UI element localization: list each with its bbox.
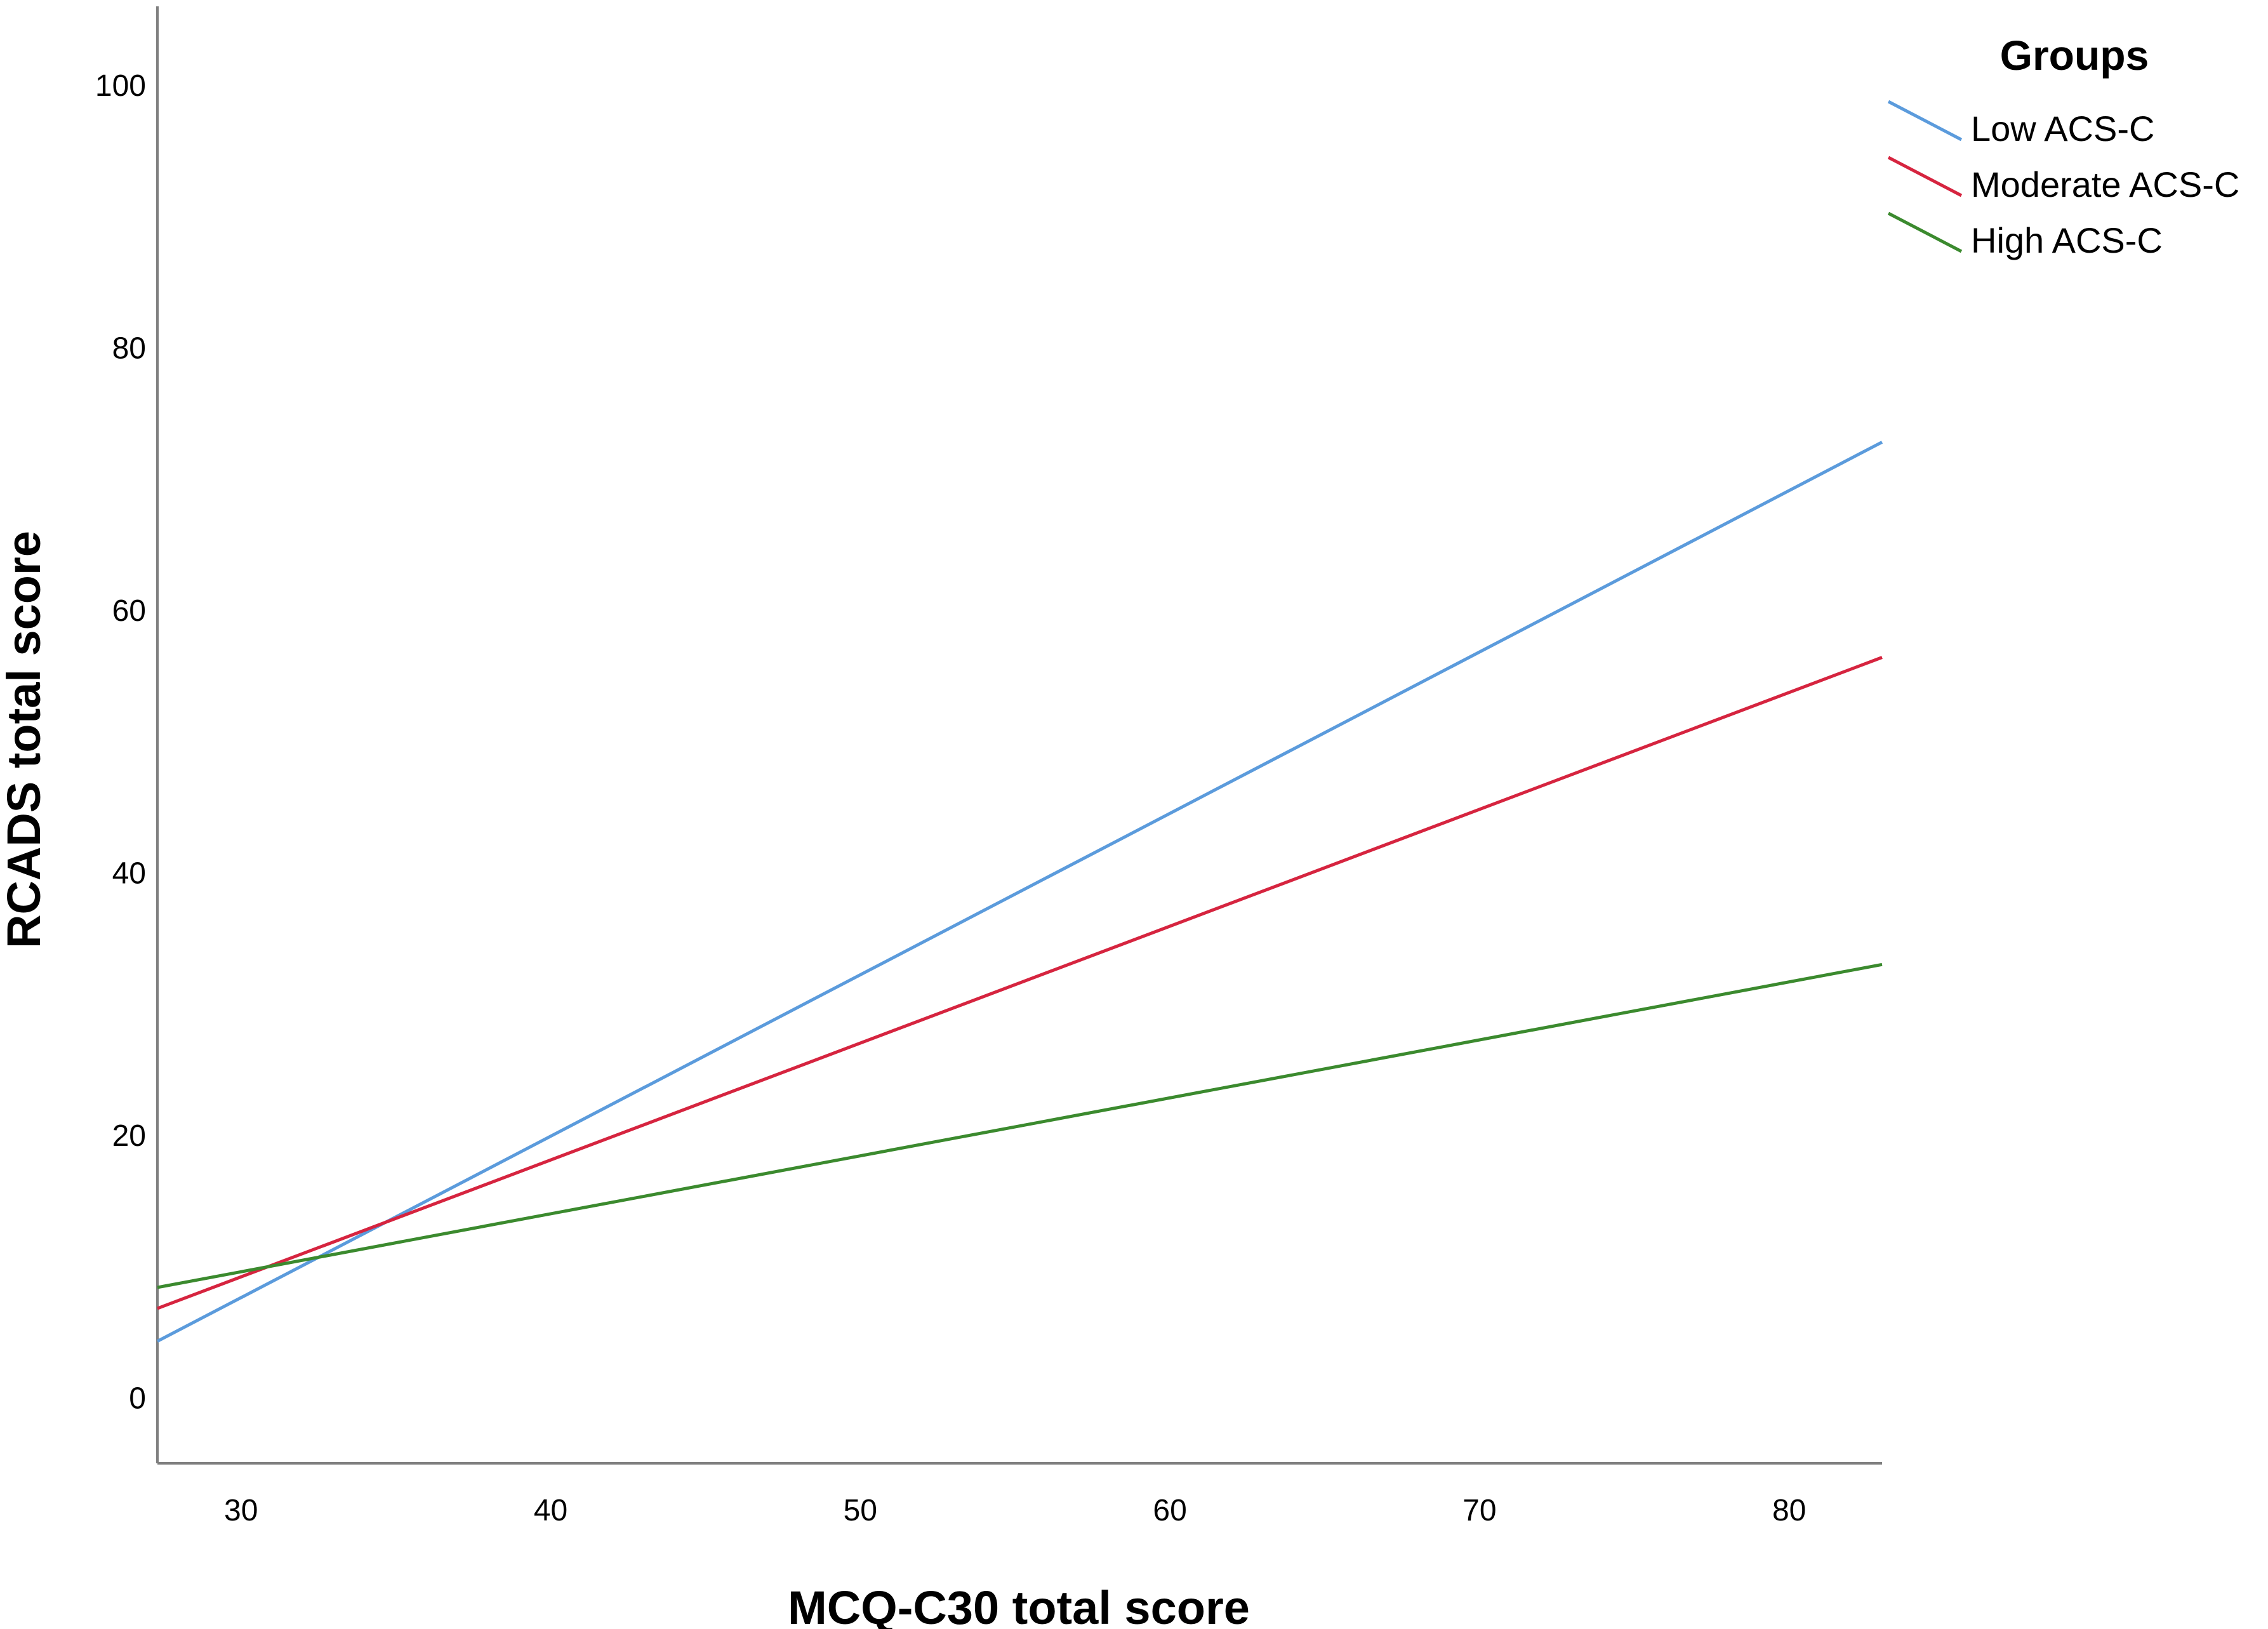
legend: Groups Low ACS-C Moderate ACS-C High ACS-C: [1887, 32, 2239, 260]
legend-label: High ACS-C: [1971, 220, 2163, 260]
x-tick-label: 40: [534, 1494, 567, 1527]
y-tick-label: 60: [112, 594, 146, 628]
x-tick-label: 60: [1153, 1494, 1186, 1527]
y-tick-label: 20: [112, 1119, 146, 1153]
y-axis-ticks: 0 20 40 60 80 100: [95, 69, 146, 1416]
y-axis-title: RCADS total score: [0, 531, 50, 948]
legend-items: Low ACS-C Moderate ACS-C High ACS-C: [1887, 100, 2239, 260]
series-line-high-acs-c: [157, 962, 1883, 1289]
y-tick-label: 0: [129, 1382, 146, 1416]
x-axis-ticks: 30 40 50 60 70 80: [224, 1494, 1806, 1527]
series-line-moderate-acs-c: [157, 656, 1883, 1310]
y-tick-label: 40: [112, 857, 146, 891]
legend-label: Moderate ACS-C: [1971, 164, 2239, 204]
series-line-low-acs-c: [156, 441, 1883, 1343]
legend-swatch: [1887, 211, 1963, 253]
x-tick-label: 30: [224, 1494, 258, 1527]
plot-area: 30 40 50 60 70 80 0 20 40 60 80 100: [95, 6, 1883, 1527]
x-axis-title: MCQ-C30 total score: [788, 1581, 1250, 1629]
legend-title: Groups: [2000, 32, 2149, 79]
y-tick-label: 80: [112, 332, 146, 366]
y-tick-label: 100: [95, 69, 146, 103]
x-tick-label: 80: [1772, 1494, 1806, 1527]
legend-label: Low ACS-C: [1971, 109, 2154, 149]
legend-swatch: [1887, 100, 1963, 142]
x-tick-label: 70: [1462, 1494, 1496, 1527]
legend-swatch: [1887, 156, 1963, 197]
series-lines: [156, 441, 1883, 1343]
x-tick-label: 50: [844, 1494, 877, 1527]
